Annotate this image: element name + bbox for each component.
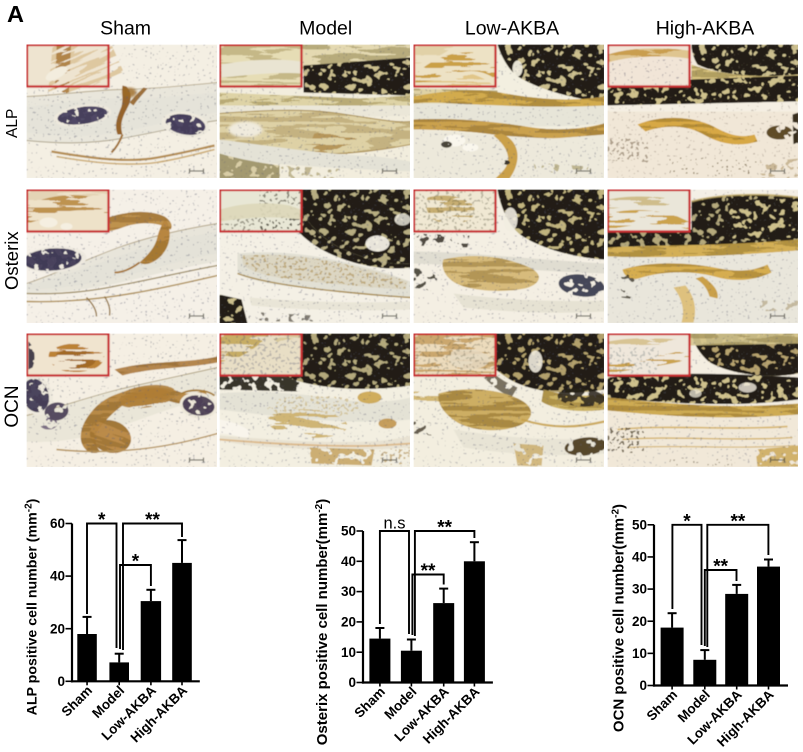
svg-text:n.s: n.s: [383, 515, 405, 533]
svg-text:30: 30: [632, 582, 647, 597]
svg-text:Osterix: Osterix: [1, 231, 22, 290]
svg-text:**: **: [730, 511, 745, 532]
svg-text:50: 50: [632, 517, 647, 532]
svg-text:OCN positive cell number(mm-2): OCN positive cell number(mm-2): [610, 504, 628, 732]
svg-text:**: **: [437, 518, 452, 539]
svg-text:**: **: [713, 557, 728, 578]
svg-text:Model: Model: [299, 18, 352, 40]
svg-text:20: 20: [632, 614, 647, 629]
svg-text:30: 30: [341, 584, 356, 599]
svg-text:ALP: ALP: [4, 109, 21, 138]
svg-text:20: 20: [50, 621, 65, 636]
svg-text:Sham: Sham: [644, 687, 681, 724]
svg-text:**: **: [145, 510, 160, 531]
svg-text:Low-AKBA: Low-AKBA: [465, 18, 559, 40]
svg-text:10: 10: [341, 645, 356, 660]
svg-text:40: 40: [50, 569, 65, 584]
svg-text:*: *: [98, 510, 106, 531]
svg-text:60: 60: [50, 516, 65, 531]
svg-text:0: 0: [57, 674, 65, 689]
svg-text:*: *: [132, 552, 140, 573]
svg-text:0: 0: [639, 678, 647, 693]
svg-text:20: 20: [341, 615, 356, 630]
svg-text:40: 40: [632, 550, 647, 565]
svg-text:Sham: Sham: [100, 18, 151, 40]
svg-text:Sham: Sham: [351, 684, 388, 721]
svg-text:50: 50: [341, 524, 356, 539]
svg-text:0: 0: [348, 675, 356, 690]
svg-text:ALP positive cell number (mm-2: ALP positive cell number (mm-2): [23, 498, 41, 715]
svg-text:*: *: [683, 511, 691, 532]
svg-text:40: 40: [341, 554, 356, 569]
svg-text:High-AKBA: High-AKBA: [656, 18, 755, 40]
svg-text:**: **: [421, 561, 436, 582]
svg-text:10: 10: [632, 646, 647, 661]
svg-text:A: A: [7, 1, 24, 27]
svg-text:OCN: OCN: [2, 385, 23, 427]
svg-text:Osterix positive cell number(m: Osterix positive cell number(mm-2): [314, 499, 332, 745]
